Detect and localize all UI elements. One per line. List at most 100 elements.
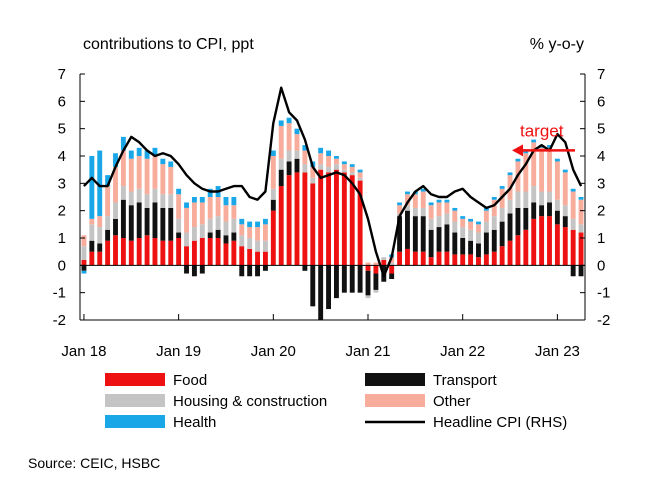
right-y-tick-label: 6: [597, 93, 605, 110]
bar-housing-construction: [570, 218, 576, 230]
target-arrow-icon: [512, 144, 524, 157]
bar-health: [255, 221, 260, 228]
legend-swatch-transport: [365, 373, 425, 386]
bar-health: [231, 197, 237, 206]
bar-health: [160, 158, 166, 165]
bar-housing-construction: [120, 186, 126, 200]
legend-swatch-health: [105, 415, 165, 428]
bar-health: [428, 202, 434, 206]
bar-food: [191, 240, 197, 266]
bar-transport: [184, 265, 189, 274]
right-y-tick-label: 2: [597, 203, 605, 220]
bar-housing-construction: [255, 240, 260, 252]
bar-health: [523, 150, 529, 154]
bar-housing-construction: [389, 262, 395, 266]
bar-housing-construction: [160, 194, 166, 208]
bar-food: [105, 240, 111, 266]
bar-other: [444, 202, 450, 214]
bar-housing-construction: [428, 218, 434, 230]
bar-transport: [270, 199, 276, 211]
bar-food: [357, 180, 363, 266]
bar-health: [507, 172, 513, 176]
bar-transport: [562, 216, 568, 228]
bar-transport: [468, 240, 474, 255]
bar-other: [302, 150, 308, 165]
bar-transport: [286, 161, 292, 176]
bar-food: [349, 175, 355, 266]
bar-other: [460, 218, 466, 228]
bar-housing-construction: [81, 246, 87, 260]
bar-transport: [105, 229, 111, 241]
bar-housing-construction: [231, 218, 237, 233]
bar-other: [247, 227, 253, 238]
bar-health: [578, 197, 584, 200]
bar-housing-construction: [176, 218, 182, 233]
bar-other: [262, 224, 268, 241]
bar-food: [326, 172, 332, 266]
bar-health: [318, 147, 324, 154]
bar-health: [278, 120, 284, 126]
bar-housing-construction: [333, 164, 339, 170]
bar-housing-construction: [286, 150, 292, 162]
bar-housing-construction: [444, 213, 450, 225]
bar-transport: [199, 265, 205, 274]
bar-other: [239, 224, 245, 236]
bar-housing-construction: [223, 221, 229, 236]
bar-housing-construction: [373, 289, 379, 293]
bar-housing-construction: [412, 207, 418, 217]
bar-other: [184, 207, 189, 233]
x-tick-label: Jan 20: [251, 343, 296, 360]
bar-other: [294, 134, 300, 151]
bar-food: [255, 251, 260, 266]
bar-transport: [523, 207, 529, 230]
bar-housing-construction: [310, 177, 316, 184]
bar-housing-construction: [191, 227, 197, 241]
bar-transport: [428, 229, 434, 258]
bar-health: [191, 197, 197, 203]
bar-health: [168, 161, 174, 167]
bar-housing-construction: [578, 224, 584, 233]
left-y-tick-label: -2: [53, 312, 66, 329]
bar-transport: [444, 224, 450, 252]
bar-transport: [128, 205, 134, 241]
bar-health: [326, 150, 332, 156]
bar-health: [270, 150, 276, 156]
bar-transport: [357, 265, 363, 293]
bar-transport: [420, 216, 426, 252]
bar-transport: [113, 218, 118, 236]
bar-transport: [152, 202, 158, 238]
bar-food: [286, 175, 292, 266]
bar-housing-construction: [262, 240, 268, 252]
bar-transport: [397, 216, 403, 252]
bar-other: [207, 197, 213, 219]
bar-transport: [310, 265, 316, 307]
bar-food: [270, 210, 276, 266]
bar-other: [113, 166, 118, 203]
bar-transport: [294, 158, 300, 173]
bar-other: [420, 191, 426, 208]
bar-transport: [452, 232, 458, 255]
bar-other: [81, 235, 87, 247]
bar-transport: [247, 265, 253, 277]
bar-housing-construction: [326, 166, 332, 173]
right-axis-header: % y-o-y: [530, 36, 584, 53]
bar-health: [499, 186, 505, 189]
bar-housing-construction: [531, 186, 537, 203]
bar-other: [286, 123, 292, 151]
right-y-tick-label: -2: [597, 312, 610, 329]
bar-health: [554, 158, 560, 162]
bar-transport: [318, 265, 324, 320]
bar-housing-construction: [318, 164, 324, 170]
bar-health: [239, 218, 245, 225]
legend-label-headline-cpi-rhs: Headline CPI (RHS): [433, 414, 567, 431]
x-tick-label: Jan 18: [61, 343, 106, 360]
bar-health: [184, 202, 189, 208]
bar-other: [562, 172, 568, 206]
bar-food: [113, 235, 118, 266]
bar-transport: [341, 265, 347, 293]
bar-food: [176, 238, 182, 266]
bar-transport: [491, 229, 497, 252]
bar-food: [341, 172, 347, 266]
bar-transport: [412, 216, 418, 252]
bar-other: [436, 202, 442, 217]
